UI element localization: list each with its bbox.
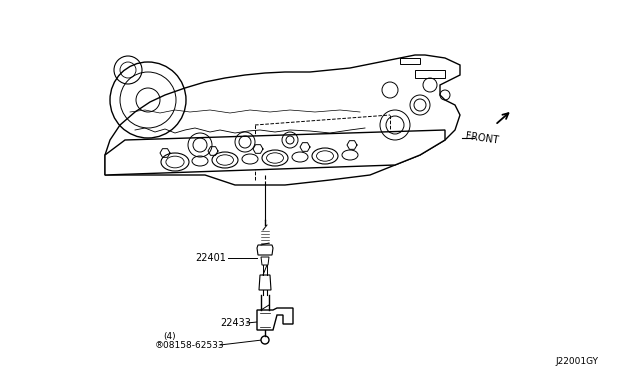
Text: J22001GY: J22001GY	[555, 357, 598, 366]
Text: 22401: 22401	[195, 253, 226, 263]
Polygon shape	[257, 245, 273, 255]
Text: ®08158-62533: ®08158-62533	[155, 340, 225, 350]
Text: (4): (4)	[163, 333, 175, 341]
Text: FRONT: FRONT	[465, 131, 499, 145]
Polygon shape	[105, 130, 445, 175]
Polygon shape	[259, 275, 271, 290]
Text: 22433: 22433	[220, 318, 251, 328]
Circle shape	[261, 336, 269, 344]
Polygon shape	[261, 257, 269, 265]
Polygon shape	[257, 308, 293, 330]
